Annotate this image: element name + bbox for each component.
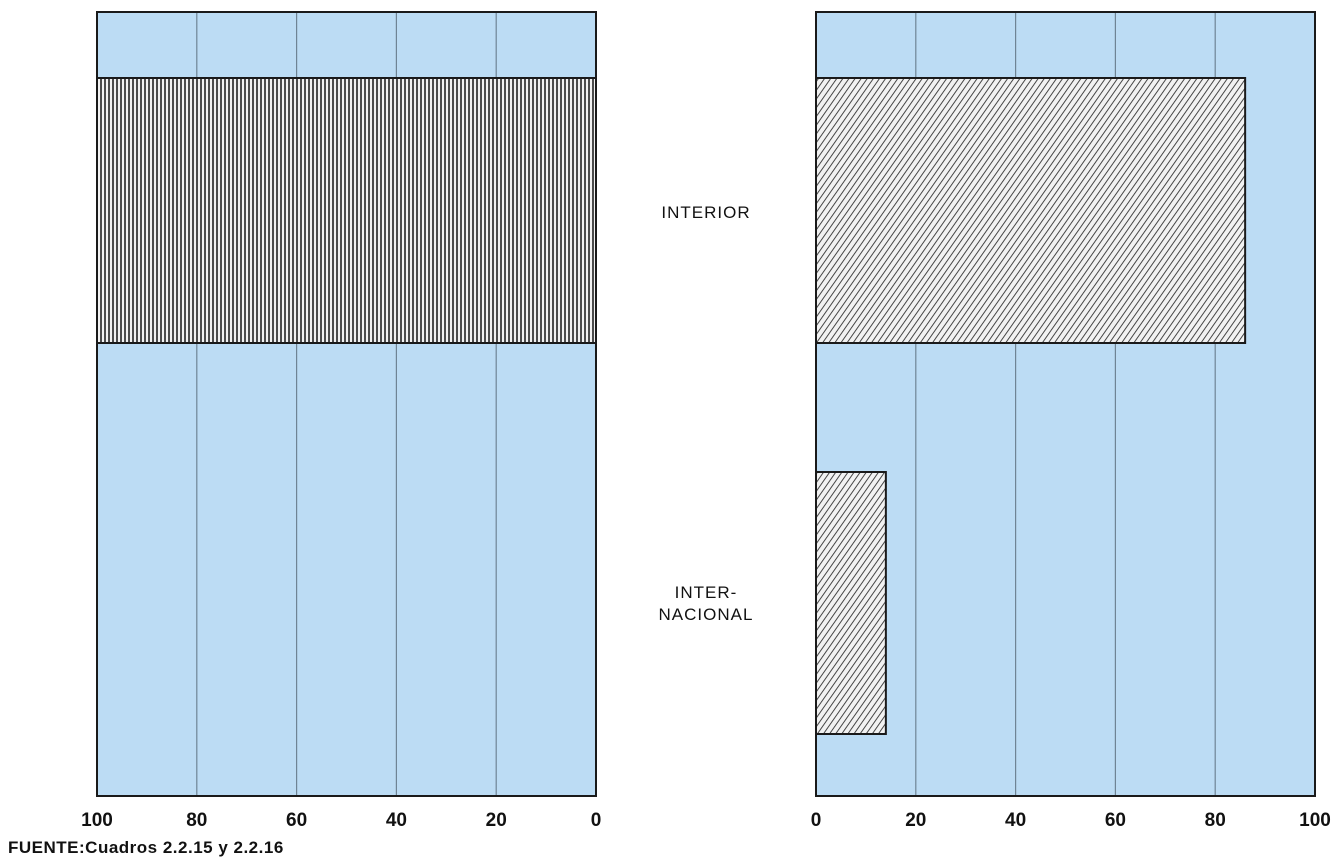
left-panel: 100 80 60 40 20 0 [81,11,601,831]
right-panel: 0 20 40 60 80 100 [811,11,1331,831]
left-tick-label: 80 [186,810,207,831]
left-tick-label: 100 [81,810,113,831]
right-plot-frame [815,11,1316,797]
left-plot-frame [96,11,597,797]
category-label-interior: INTERIOR [661,203,750,222]
left-tick-label: 20 [486,810,507,831]
left-tick-label: 0 [591,810,602,831]
category-labels: INTERIOR INTER- NACIONAL [659,203,754,624]
left-tick-labels: 100 80 60 40 20 0 [81,810,601,831]
right-tick-label: 40 [1005,810,1026,831]
category-label-internacional: NACIONAL [659,605,754,624]
right-tick-label: 80 [1205,810,1226,831]
right-tick-label: 100 [1299,810,1331,831]
right-tick-label: 60 [1105,810,1126,831]
category-label-internacional: INTER- [675,583,738,602]
right-bar-interior [815,77,1247,344]
right-tick-labels: 0 20 40 60 80 100 [811,810,1331,831]
left-bars [96,77,597,344]
right-tick-label: 0 [811,810,822,831]
right-bar-internacional [815,471,887,735]
left-tick-label: 60 [286,810,307,831]
right-tick-label: 20 [905,810,926,831]
source-note: FUENTE:Cuadros 2.2.15 y 2.2.16 [8,838,284,857]
left-tick-label: 40 [386,810,407,831]
left-bar-interior [96,77,597,344]
